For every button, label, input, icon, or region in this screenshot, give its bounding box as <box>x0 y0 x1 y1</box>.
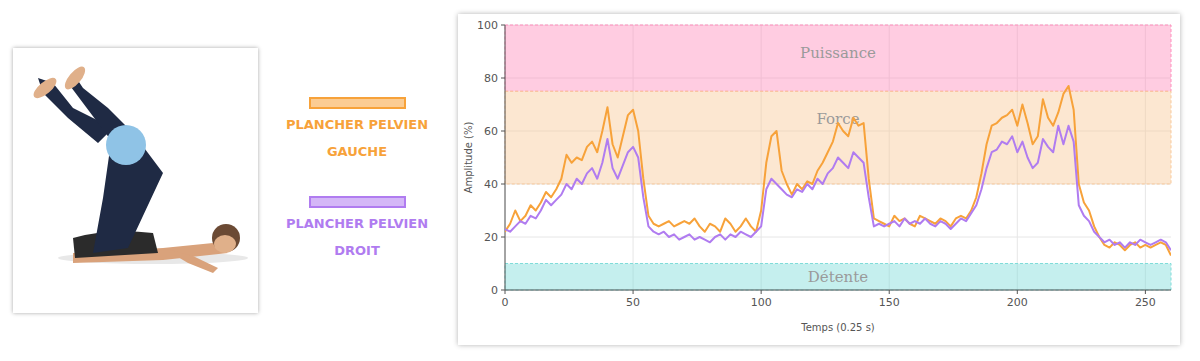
exercise-photo <box>13 48 258 313</box>
grid-line-y <box>505 290 1171 291</box>
y-tick-label: 20 <box>484 231 498 244</box>
x-tick-label: 150 <box>879 296 900 309</box>
legend-label: PLANCHER PELVIEN DROIT <box>286 216 428 258</box>
zone-label: Puissance <box>800 44 876 62</box>
x-axis <box>505 290 1171 291</box>
series-line <box>505 126 1171 251</box>
x-tick <box>1145 290 1146 294</box>
zone-band <box>505 264 1171 291</box>
zone-band <box>505 91 1171 184</box>
y-tick-label: 60 <box>484 125 498 138</box>
x-tick <box>633 290 634 294</box>
legend-label-line: PLANCHER PELVIEN <box>286 216 428 231</box>
y-tick <box>501 184 505 185</box>
y-tick-label: 40 <box>484 178 498 191</box>
legend: PLANCHER PELVIEN GAUCHE PLANCHER PELVIEN DR… <box>280 0 440 361</box>
legend-swatch <box>310 197 405 207</box>
x-axis-label: Temps (0.25 s) <box>800 322 875 333</box>
y-tick <box>501 290 505 291</box>
legend-svg: PLANCHER PELVIEN GAUCHE PLANCHER PELVIEN DR… <box>280 0 440 361</box>
chart-frame: PuissanceForceDétente0204060801000501001… <box>458 14 1180 345</box>
legend-label: PLANCHER PELVIEN GAUCHE <box>286 117 428 159</box>
grid-line-x <box>505 25 506 290</box>
zone-band <box>505 25 1171 91</box>
x-tick-label: 250 <box>1135 296 1156 309</box>
x-tick-label: 200 <box>1007 296 1028 309</box>
y-axis-label: Amplitude (%) <box>463 122 474 194</box>
x-tick <box>505 290 506 294</box>
y-tick-label: 80 <box>484 72 498 85</box>
y-tick-label: 0 <box>491 284 498 297</box>
x-tick-label: 50 <box>626 296 640 309</box>
zone-label: Détente <box>808 268 868 286</box>
legend-swatch <box>310 98 405 108</box>
plot-lines <box>505 86 1171 256</box>
x-tick <box>889 290 890 294</box>
y-tick <box>501 131 505 132</box>
legend-label-line: GAUCHE <box>327 144 387 159</box>
x-tick <box>761 290 762 294</box>
grid-line-y <box>505 237 1171 238</box>
legend-label-line: PLANCHER PELVIEN <box>286 117 428 132</box>
exercise-illustration <box>13 48 258 313</box>
y-axis <box>505 25 506 290</box>
chart-svg: PuissanceForceDétente0204060801000501001… <box>458 14 1180 345</box>
legend-label-line: DROIT <box>334 243 380 258</box>
x-tick-label: 0 <box>502 296 509 309</box>
y-tick <box>501 237 505 238</box>
x-tick-label: 100 <box>751 296 772 309</box>
series-line <box>505 86 1171 256</box>
y-tick <box>501 78 505 79</box>
y-tick-label: 100 <box>477 19 498 32</box>
x-tick <box>1017 290 1018 294</box>
y-tick <box>501 25 505 26</box>
